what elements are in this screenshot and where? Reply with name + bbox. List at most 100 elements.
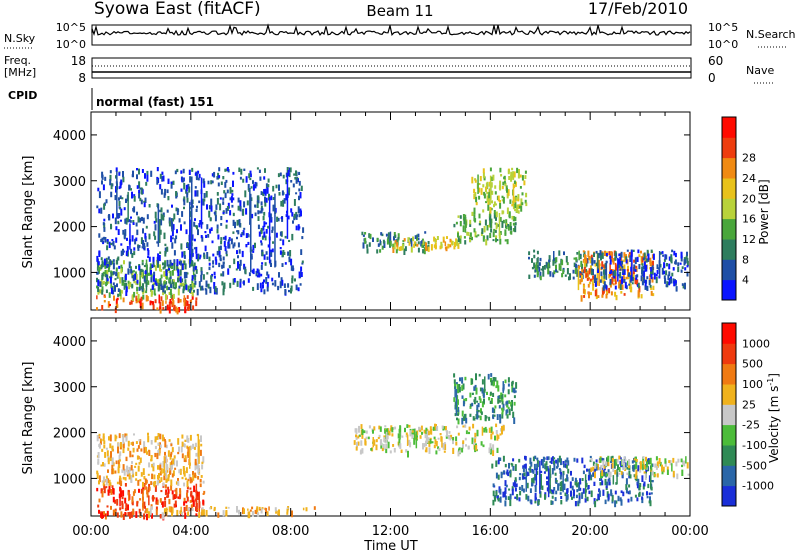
velocity-echo-streak — [142, 494, 144, 511]
power-echo-cell — [146, 214, 149, 220]
velocity-echo-cell — [565, 464, 568, 469]
power-echo-cell — [610, 291, 613, 296]
velocity-echo-cell — [589, 474, 592, 479]
power-echo-cell — [169, 288, 172, 295]
power-echo-cell — [618, 258, 621, 266]
power-echo-cell — [158, 255, 161, 262]
velocity-echo-cell — [637, 478, 640, 485]
power-echo-cell — [257, 195, 260, 201]
velocity-echo-cell — [401, 435, 404, 438]
velocity-echo-cell — [458, 384, 461, 390]
power-echo-cell — [579, 273, 582, 276]
power-echo-cell — [254, 212, 257, 217]
power-echo-cell — [283, 198, 286, 204]
velocity-echo-cell — [504, 463, 507, 468]
velocity-echo-cell — [124, 477, 127, 481]
power-echo-cell — [622, 268, 625, 274]
power-echo-cell — [264, 196, 266, 203]
power-echo-cell — [381, 233, 384, 237]
velocity-echo-cell — [635, 463, 638, 469]
power-echo-cell — [96, 271, 99, 275]
power-echo-cell — [682, 284, 685, 289]
velocity-echo-cell — [461, 377, 464, 384]
power-echo-streak — [185, 300, 188, 306]
power-echo-cell — [621, 276, 624, 284]
power-echo-cell — [123, 283, 126, 290]
velocity-echo-streak — [128, 491, 130, 502]
power-echo-cell — [636, 256, 639, 262]
power-echo-cell — [442, 236, 445, 243]
power-echo-cell — [135, 237, 138, 242]
power-echo-cell — [236, 236, 238, 240]
power-echo-cell — [592, 269, 594, 275]
time-tick-label: 12:00 — [372, 524, 409, 539]
power-echo-cell — [394, 234, 397, 238]
power-echo-cell — [200, 267, 203, 273]
velocity-echo-cell — [534, 500, 537, 504]
power-echo-cell — [130, 248, 133, 255]
velocity-echo-cell — [509, 493, 512, 500]
power-echo-cell — [209, 286, 212, 294]
power-echo-cell — [194, 190, 197, 197]
velocity-echo-streak — [547, 468, 550, 498]
power-echo-cell — [619, 271, 622, 279]
velocity-echo-streak — [197, 452, 199, 474]
power-echo-cell — [510, 173, 513, 179]
power-echo-cell — [171, 242, 174, 249]
velocity-echo-cell — [483, 428, 486, 433]
power-echo-cell — [582, 288, 585, 294]
power-echo-cell — [666, 263, 668, 267]
velocity-echo-cell — [102, 462, 104, 467]
power-colorbar-segment — [722, 259, 736, 281]
power-echo-cell — [272, 185, 275, 192]
velocity-echo-cell — [491, 407, 494, 413]
velocity-echo-cell — [131, 496, 134, 503]
power-echo-cell — [145, 294, 148, 302]
velocity-echo-cell — [142, 481, 144, 488]
power-echo-cell — [270, 249, 273, 253]
power-echo-cell — [290, 265, 293, 271]
velocity-echo-cell — [173, 503, 176, 508]
power-echo-cell — [211, 240, 214, 244]
power-echo-cell — [102, 184, 105, 191]
power-echo-cell — [182, 282, 185, 287]
velocity-echo-cell — [607, 455, 610, 462]
power-echo-cell — [270, 263, 272, 267]
power-echo-cell — [366, 244, 369, 249]
power-echo-cell — [381, 245, 384, 250]
power-echo-streak — [477, 174, 479, 194]
velocity-echo-cell — [162, 461, 165, 468]
velocity-echo-cell — [382, 443, 385, 450]
velocity-echo-cell — [175, 504, 177, 508]
velocity-colorbar-segment — [722, 465, 736, 487]
freq-tick-bottom: 8 — [78, 71, 86, 85]
power-echo-cell — [585, 273, 588, 278]
velocity-echo-cell — [397, 433, 400, 439]
power-echo-cell — [517, 194, 520, 201]
velocity-echo-cell — [114, 508, 117, 512]
power-echo-cell — [474, 179, 477, 183]
power-echo-cell — [203, 181, 206, 188]
power-echo-cell — [491, 176, 494, 182]
power-echo-cell — [106, 245, 109, 251]
velocity-echo-cell — [476, 400, 479, 403]
power-echo-cell — [138, 192, 141, 199]
power-echo-streak — [192, 266, 195, 279]
power-echo-cell — [236, 219, 239, 226]
velocity-echo-cell — [384, 425, 387, 428]
power-echo-cell — [195, 253, 198, 260]
power-echo-streak — [598, 259, 600, 286]
power-echo-cell — [96, 277, 98, 283]
power-echo-cell — [160, 296, 163, 302]
power-echo-cell — [117, 293, 120, 297]
power-echo-cell — [137, 245, 140, 251]
power-echo-cell — [113, 295, 115, 301]
power-echo-cell — [287, 251, 290, 256]
velocity-echo-cell — [645, 456, 647, 462]
velocity-echo-cell — [539, 491, 542, 498]
velocity-echo-cell — [444, 426, 447, 431]
power-echo-cell — [601, 252, 604, 259]
power-echo-streak — [200, 177, 203, 229]
power-echo-cell — [215, 204, 218, 210]
power-echo-cell — [288, 257, 291, 263]
